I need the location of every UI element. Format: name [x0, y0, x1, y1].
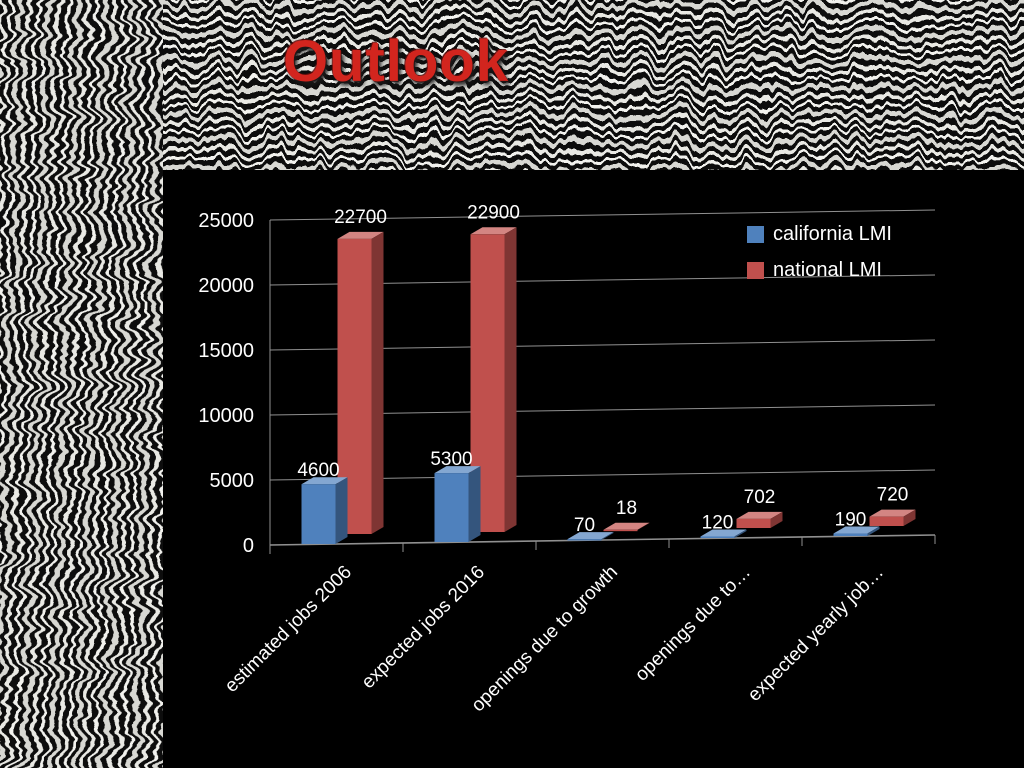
- bar-top-face: [567, 532, 614, 540]
- bar: [434, 473, 469, 542]
- bar-value-label: 190: [835, 510, 867, 531]
- bar-value-label: 22900: [467, 202, 520, 223]
- legend-item-california-lmi: california LMI: [747, 223, 892, 246]
- bar: [603, 529, 638, 532]
- bar-chart-3d: 0 5000 10000 15000 20000 25000 22700 4600 estima…: [198, 202, 936, 717]
- bar-top-face: [301, 477, 348, 485]
- bar-side-face: [867, 526, 880, 536]
- bar-top-face: [434, 466, 481, 474]
- bar-top-face: [736, 511, 783, 519]
- zebra-top-texture: [163, 0, 1024, 170]
- bar-top-face: [869, 509, 916, 517]
- y-axis-tick-label: 5000: [210, 470, 255, 492]
- bar-side-face: [734, 529, 747, 538]
- bar: [833, 533, 868, 536]
- y-axis-tick-label: 10000: [198, 405, 254, 427]
- bar-side-face: [770, 511, 783, 528]
- bar: [736, 518, 771, 528]
- bar-side-face: [504, 227, 517, 533]
- bar-top-face: [700, 529, 747, 537]
- bar-side-face: [637, 522, 650, 530]
- bar-value-label: 720: [877, 485, 909, 506]
- legend-swatch-national-lmi: [747, 262, 764, 279]
- bar-side-face: [335, 477, 348, 544]
- bar-top-face: [833, 526, 880, 534]
- bar-value-label: 120: [702, 512, 734, 533]
- bar-side-face: [371, 231, 384, 534]
- bar-top-face: [470, 227, 517, 235]
- bar-top-face: [337, 231, 384, 239]
- slide-title: Outlook: [283, 29, 510, 94]
- y-axis-tick-label: 25000: [198, 210, 254, 232]
- bar-top-face: [603, 522, 650, 530]
- category-label: openings due to…: [631, 562, 755, 686]
- bar-value-label: 22700: [334, 207, 387, 228]
- gridline: [269, 534, 936, 546]
- category-label: openings due to growth: [467, 562, 622, 717]
- bar: [700, 536, 735, 538]
- legend-label-california-lmi: california LMI: [773, 223, 892, 245]
- zebra-left-texture: [0, 0, 163, 768]
- legend-item-national-lmi: national LMI: [747, 259, 892, 282]
- bar: [567, 539, 602, 541]
- bar-value-label: 18: [616, 498, 637, 519]
- y-axis-tick-label: 20000: [198, 275, 254, 297]
- gridline: [269, 209, 936, 221]
- bar: [869, 516, 904, 526]
- legend-label-national-lmi: national LMI: [773, 259, 882, 281]
- zebra-top-stripes: [163, 0, 1024, 170]
- category-label: expected jobs 2016: [358, 562, 489, 693]
- bar-value-label: 4600: [297, 460, 339, 481]
- bar-value-label: 70: [574, 515, 595, 536]
- y-axis-tick-label: 0: [243, 535, 254, 557]
- legend-swatch-california-lmi: [747, 226, 764, 243]
- bar-side-face: [601, 532, 614, 540]
- bar-side-face: [468, 466, 481, 542]
- bar-value-label: 5300: [430, 449, 472, 470]
- category-label: expected yearly job…: [744, 562, 888, 706]
- zebra-left-stripes: [0, 0, 163, 768]
- category-label: estimated jobs 2006: [221, 562, 356, 697]
- bar-value-label: 702: [744, 487, 776, 508]
- chart-panel: 0 5000 10000 15000 20000 25000 22700 4600 estima…: [165, 173, 1024, 768]
- y-axis-tick-label: 15000: [198, 340, 254, 362]
- bar: [301, 484, 336, 544]
- chart-legend: california LMI national LMI: [747, 223, 892, 282]
- bar-side-face: [903, 509, 916, 526]
